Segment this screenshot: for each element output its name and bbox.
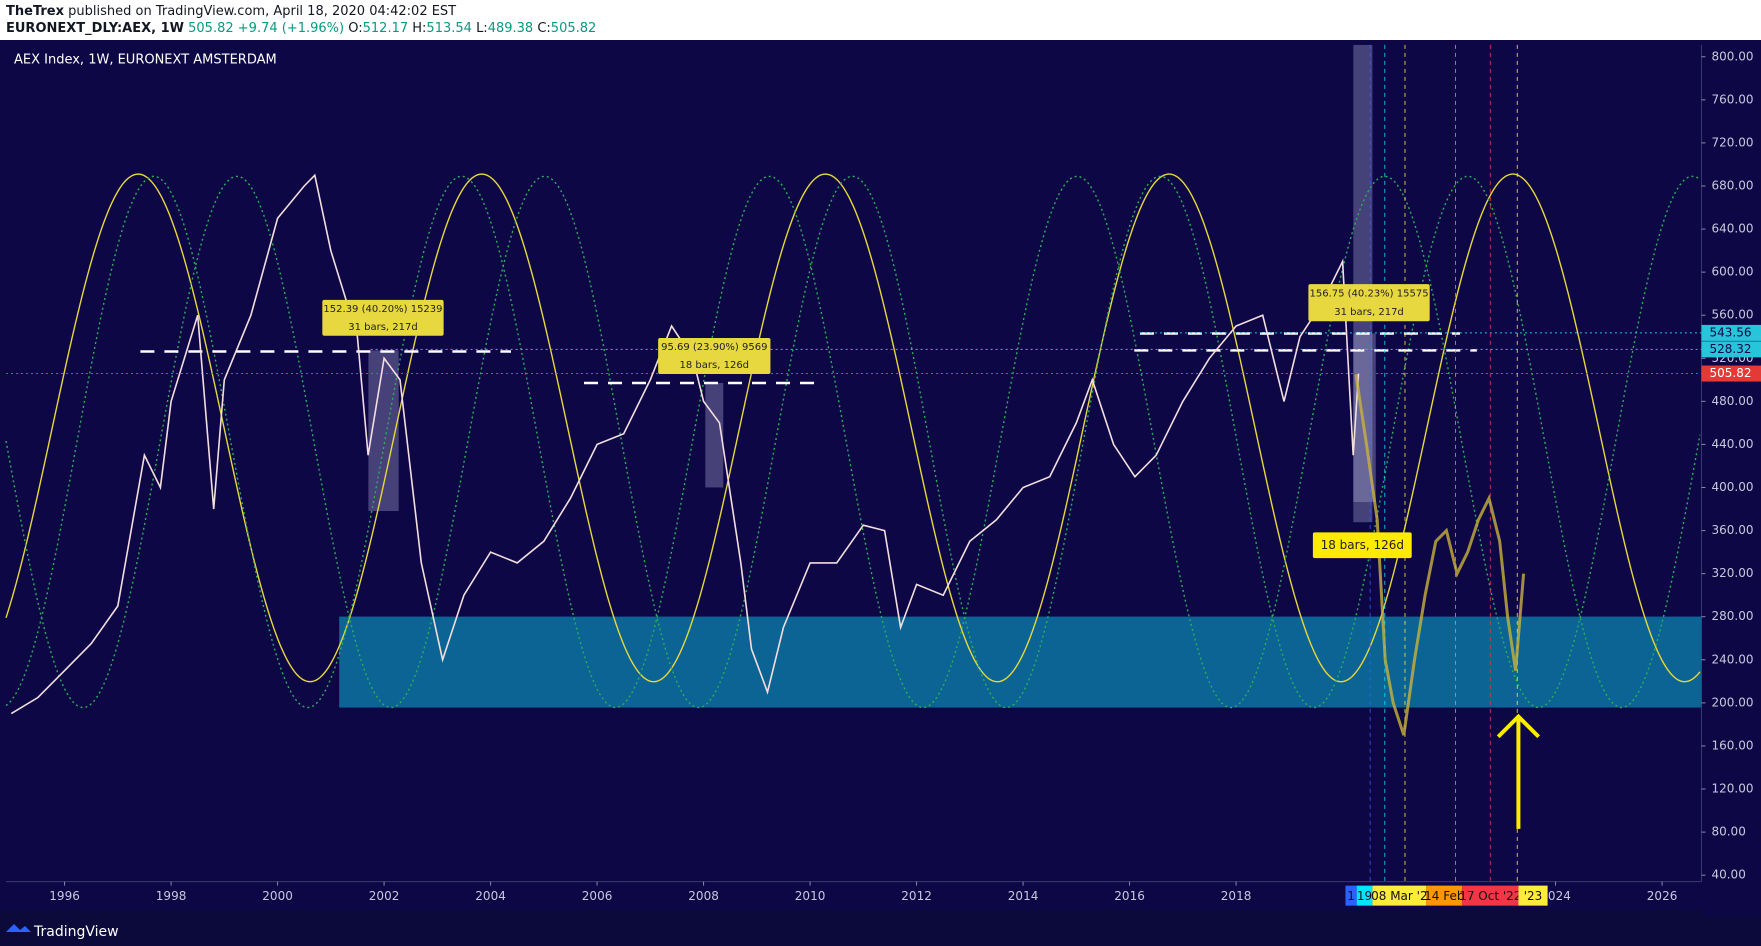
x-tick-label: 2006 bbox=[582, 889, 613, 903]
annotation-box bbox=[658, 338, 771, 374]
cycle-curve bbox=[5, 173, 1701, 683]
high-label: H: bbox=[412, 21, 427, 36]
annotation-box bbox=[1308, 284, 1430, 322]
price-label-bg bbox=[1701, 324, 1761, 341]
price: 505.82 bbox=[188, 21, 234, 36]
open-label: O: bbox=[348, 21, 363, 36]
date-label: 1 bbox=[1347, 889, 1355, 903]
x-tick-label: 2018 bbox=[1221, 889, 1252, 903]
date-label-bg bbox=[1462, 885, 1519, 906]
low-label: L: bbox=[476, 21, 488, 36]
y-tick-label: 40.00 bbox=[1711, 868, 1745, 882]
y-tick-label: 200.00 bbox=[1711, 695, 1753, 709]
symbol-line: EURONEXT_DLY:AEX, 1W 505.82 +9.74 (+1.96… bbox=[6, 20, 1755, 37]
price-line-series bbox=[10, 173, 1360, 715]
x-tick-label: 2002 bbox=[369, 889, 400, 903]
y-tick-label: 800.00 bbox=[1711, 49, 1753, 63]
annotation-text: 18 bars, 126d bbox=[680, 360, 750, 371]
y-tick-label: 280.00 bbox=[1711, 609, 1753, 623]
header: TheTrex published on TradingView.com, Ap… bbox=[0, 0, 1761, 40]
x-tick-label: 2016 bbox=[1114, 889, 1145, 903]
y-tick-label: 720.00 bbox=[1711, 135, 1753, 149]
y-tick-label: 80.00 bbox=[1711, 825, 1745, 839]
date-label-bg bbox=[1372, 885, 1427, 906]
date-label-bg bbox=[1518, 885, 1548, 906]
date-label: 14 Feb bbox=[1424, 889, 1464, 903]
price-label: 543.56 bbox=[1709, 325, 1751, 339]
axis-panel bbox=[1701, 40, 1761, 916]
x-tick-label: 1998 bbox=[156, 889, 187, 903]
x-tick-label: 2026 bbox=[1647, 889, 1678, 903]
y-tick-label: 760.00 bbox=[1711, 92, 1753, 106]
close-label: C: bbox=[537, 21, 551, 36]
date-label: 08 Mar '2 bbox=[1371, 889, 1427, 903]
support-zone bbox=[339, 616, 1702, 708]
footer-logo: TradingView bbox=[6, 924, 119, 940]
y-tick-label: 120.00 bbox=[1711, 782, 1753, 796]
chart: TradingView AEX Index, 1W, EURONEXT AMST… bbox=[0, 40, 1761, 946]
x-tick-label: 2024 bbox=[1540, 889, 1571, 903]
price-label: 505.82 bbox=[1709, 366, 1751, 380]
x-tick-label: 2008 bbox=[688, 889, 719, 903]
annotation-text: 95.69 (23.90%) 9569 bbox=[661, 342, 767, 353]
author: TheTrex bbox=[6, 4, 64, 19]
y-tick-label: 240.00 bbox=[1711, 652, 1753, 666]
date-label-bg bbox=[1426, 885, 1463, 906]
x-tick-label: 2012 bbox=[901, 889, 932, 903]
symbol: EURONEXT_DLY:AEX, 1W bbox=[6, 21, 184, 36]
x-tick-label: 2004 bbox=[475, 889, 506, 903]
y-tick-label: 400.00 bbox=[1711, 480, 1753, 494]
chart-title: AEX Index, 1W, EURONEXT AMSTERDAM bbox=[14, 53, 277, 68]
low: 489.38 bbox=[487, 21, 534, 36]
open: 512.17 bbox=[362, 21, 409, 36]
price-line-series bbox=[1354, 374, 1526, 736]
y-tick-label: 480.00 bbox=[1711, 394, 1753, 408]
date-label-bg bbox=[1345, 885, 1357, 906]
logo-icon bbox=[6, 924, 31, 932]
annotation-text: 152.39 (40.20%) 15239 bbox=[323, 304, 442, 315]
cycle-curve bbox=[5, 175, 1701, 709]
price-label-bg bbox=[1701, 341, 1761, 358]
annotation-text: 156.75 (40.23%) 15575 bbox=[1309, 288, 1428, 299]
y-tick-label: 640.00 bbox=[1711, 222, 1753, 236]
y-tick-label: 560.00 bbox=[1711, 308, 1753, 322]
x-tick-label: 2014 bbox=[1008, 889, 1039, 903]
highlight-bar bbox=[1353, 44, 1373, 523]
cycle-curve bbox=[5, 175, 1701, 709]
date-label: '23 bbox=[1524, 889, 1543, 903]
footer-bar bbox=[0, 910, 1761, 946]
annotation-text: 31 bars, 217d bbox=[1334, 307, 1404, 318]
y-tick-label: 360.00 bbox=[1711, 523, 1753, 537]
arrow bbox=[1496, 713, 1541, 829]
y-tick-label: 680.00 bbox=[1711, 178, 1753, 192]
close: 505.82 bbox=[550, 21, 597, 36]
y-tick-label: 320.00 bbox=[1711, 566, 1753, 580]
y-tick-label: 600.00 bbox=[1711, 265, 1753, 279]
annotation-box bbox=[322, 299, 444, 336]
publish-line: TheTrex published on TradingView.com, Ap… bbox=[6, 3, 1755, 20]
date-label-bg bbox=[1356, 885, 1373, 906]
annotation-text: 31 bars, 217d bbox=[348, 322, 418, 333]
x-tick-label: 2000 bbox=[262, 889, 293, 903]
date-label: 17 Oct '22 bbox=[1459, 889, 1521, 903]
x-tick-label: 1996 bbox=[49, 889, 80, 903]
change: +9.74 (+1.96%) bbox=[237, 21, 345, 36]
y-tick-label: 160.00 bbox=[1711, 738, 1753, 752]
x-tick-label: 2010 bbox=[795, 889, 826, 903]
chart-background bbox=[0, 40, 1761, 910]
y-tick-label: 440.00 bbox=[1711, 437, 1753, 451]
high: 513.54 bbox=[426, 21, 472, 36]
annotation-text: 18 bars, 126d bbox=[1321, 538, 1404, 552]
price-label: 528.32 bbox=[1709, 342, 1751, 356]
price-label-bg bbox=[1701, 365, 1761, 382]
date-label: 19 bbox=[1357, 889, 1372, 903]
annotation-box bbox=[1312, 532, 1412, 559]
published: published on TradingView.com, April 18, … bbox=[64, 4, 457, 19]
footer-brand: TradingView bbox=[33, 924, 119, 940]
